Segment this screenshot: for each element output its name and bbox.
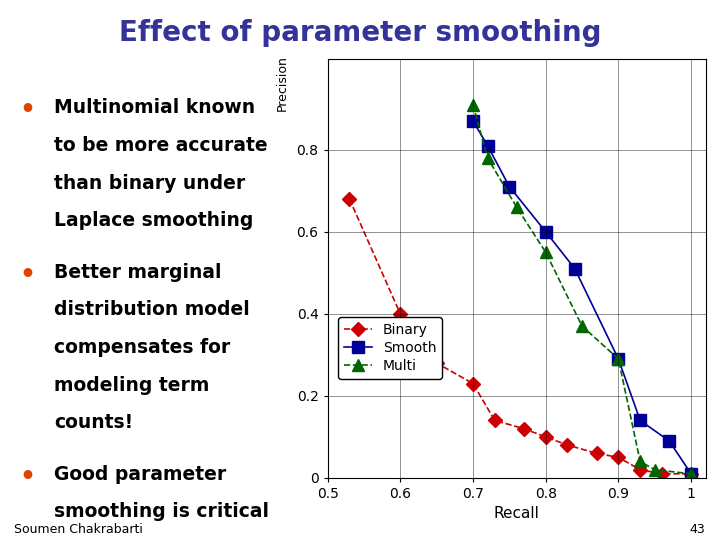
Multi [469, 102, 477, 108]
Line: Smooth: Smooth [467, 116, 697, 480]
Line: Binary: Binary [345, 194, 696, 478]
Text: smoothing is critical: smoothing is critical [55, 502, 269, 521]
Binary [687, 470, 696, 477]
Text: Laplace smoothing: Laplace smoothing [55, 211, 254, 230]
Text: 43: 43 [690, 523, 706, 536]
Smooth [483, 143, 492, 149]
Multi [687, 470, 696, 477]
Text: counts!: counts! [55, 413, 133, 432]
Smooth [665, 438, 674, 444]
Text: than binary under: than binary under [55, 173, 246, 193]
Binary [490, 417, 499, 424]
Binary [636, 467, 644, 473]
Text: Effect of parameter smoothing: Effect of parameter smoothing [119, 19, 601, 47]
Binary [432, 360, 441, 366]
Binary [593, 450, 601, 456]
Smooth [469, 118, 477, 124]
Binary [614, 454, 623, 461]
Binary [396, 310, 405, 317]
X-axis label: Recall: Recall [494, 507, 539, 522]
Binary [563, 442, 572, 448]
Multi [614, 356, 623, 362]
Smooth [570, 266, 579, 272]
Smooth [636, 417, 644, 424]
Smooth [541, 228, 550, 235]
Text: compensates for: compensates for [55, 338, 230, 357]
Binary [541, 434, 550, 440]
Smooth [614, 356, 623, 362]
Text: Precision: Precision [276, 55, 289, 111]
Multi [541, 249, 550, 255]
Multi [483, 154, 492, 161]
Multi [636, 458, 644, 465]
Smooth [505, 184, 513, 190]
Text: Good parameter: Good parameter [55, 464, 227, 483]
Binary [520, 426, 528, 432]
Binary [469, 380, 477, 387]
Binary [657, 470, 666, 477]
Multi [513, 204, 521, 211]
Text: modeling term: modeling term [55, 375, 210, 395]
Text: Better marginal: Better marginal [55, 262, 222, 281]
Binary [345, 195, 354, 202]
Text: •: • [19, 464, 35, 489]
Text: •: • [19, 262, 35, 287]
Text: Soumen Chakrabarti: Soumen Chakrabarti [14, 523, 143, 536]
Text: distribution model: distribution model [55, 300, 250, 319]
Text: Multinomial known: Multinomial known [55, 98, 256, 117]
Smooth [687, 470, 696, 477]
Multi [650, 467, 659, 473]
Legend: Binary, Smooth, Multi: Binary, Smooth, Multi [338, 318, 442, 379]
Text: to be more accurate: to be more accurate [55, 136, 268, 155]
Line: Multi: Multi [467, 98, 697, 480]
Multi [577, 323, 586, 329]
Text: •: • [19, 98, 35, 122]
